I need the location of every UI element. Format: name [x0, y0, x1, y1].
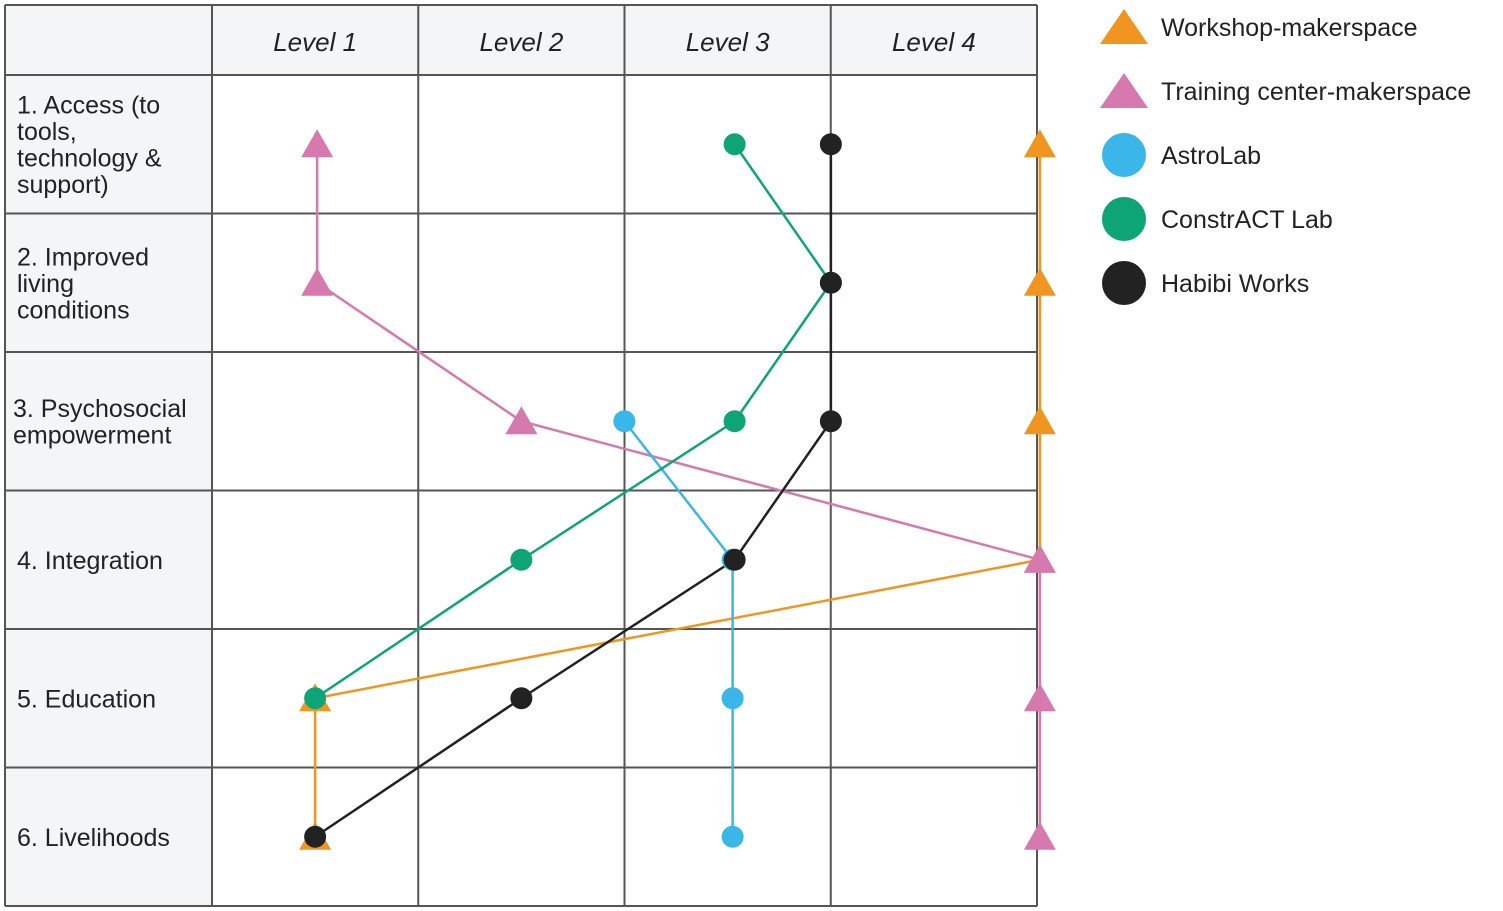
habibi-works-marker [819, 133, 842, 156]
legend-label: AstroLab [1161, 142, 1261, 170]
legend-label: Habibi Works [1161, 270, 1309, 298]
row-label: technology & [17, 145, 162, 173]
row-label: 4. Integration [17, 547, 163, 575]
row-label: support) [17, 171, 109, 199]
workshop-makerspace-line [313, 144, 1042, 837]
constract-lab-marker [723, 133, 746, 156]
row-label: living [17, 270, 74, 298]
row-label: 2. Improved [17, 243, 149, 271]
constract-lab-marker [510, 548, 533, 571]
workshop-makerspace-marker [1023, 267, 1056, 296]
habibi-works-legend-swatch [1102, 261, 1146, 305]
habibi-works-marker [723, 548, 746, 571]
training-center-makerspace-line [315, 144, 1042, 837]
column-headers: Level 1 Level 2 Level 3 Level 4 [273, 27, 976, 57]
grid [4, 4, 1038, 907]
habibi-works-marker [510, 687, 533, 710]
habibi-works-marker [819, 271, 842, 294]
habibi-works-marker [304, 825, 327, 848]
astrolab-line [623, 420, 734, 837]
column-header: Level 2 [479, 27, 563, 57]
column-header: Level 4 [892, 27, 976, 57]
row-label: tools, [17, 118, 77, 146]
series-markers [299, 129, 1056, 850]
training-center-makerspace-legend-swatch [1100, 73, 1148, 108]
row-label: 6. Livelihoods [17, 824, 170, 852]
row-label: conditions [17, 296, 130, 324]
habibi-works-line [314, 144, 833, 838]
astrolab-marker [613, 410, 636, 433]
habibi-works-marker [819, 410, 842, 433]
astrolab-marker [721, 825, 744, 848]
workshop-makerspace-marker [1023, 129, 1056, 158]
row-label: 1. Access (to [17, 92, 160, 120]
constract-lab-marker [304, 687, 327, 710]
training-center-makerspace-marker [505, 406, 538, 435]
constract-lab-legend-swatch [1102, 197, 1146, 241]
workshop-makerspace-legend-swatch [1100, 9, 1148, 44]
row-label: empowerment [13, 422, 171, 450]
row-label: 3. Psychosocial [13, 395, 187, 423]
training-center-makerspace-marker [301, 129, 334, 158]
legend: Workshop-makerspace Training center-maker… [1100, 9, 1471, 305]
row-label: 5. Education [17, 685, 156, 713]
legend-label: ConstrACT Lab [1161, 206, 1333, 234]
legend-label: Training center-makerspace [1161, 78, 1471, 106]
legend-label: Workshop-makerspace [1161, 14, 1418, 42]
astrolab-marker [721, 687, 744, 710]
column-header: Level 3 [686, 27, 770, 57]
astrolab-legend-swatch [1102, 133, 1146, 177]
training-center-makerspace-marker [1023, 821, 1056, 850]
training-center-makerspace-marker [1023, 544, 1056, 573]
workshop-makerspace-marker [1023, 406, 1056, 435]
training-center-makerspace-marker [301, 267, 334, 296]
row-label-column-bg [5, 5, 212, 906]
column-header: Level 1 [273, 27, 357, 57]
training-center-makerspace-marker [1023, 683, 1056, 712]
constract-lab-marker [723, 410, 746, 433]
